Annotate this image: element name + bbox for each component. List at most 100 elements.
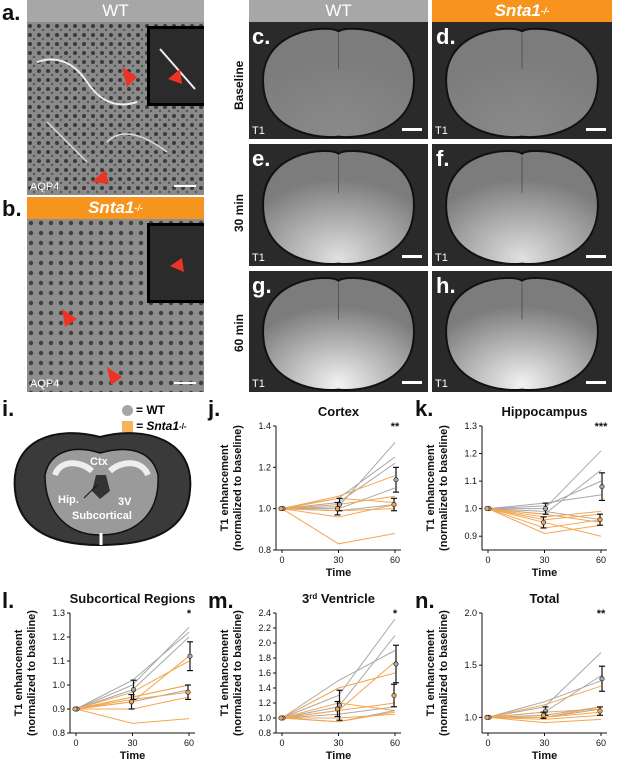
y-tick-label: 1.1: [52, 656, 65, 666]
x-axis-label: Time: [120, 750, 145, 762]
t1-label-e: T1: [252, 252, 265, 264]
chart-hippocampus: Hippocampus 0.9 1.0 1.1 1.2 1.3 0 30 60 Time T1 en…: [425, 404, 609, 579]
x-tick-label: 0: [485, 738, 490, 748]
chart-3rd-ventricle: 3rd Ventricle 0.8 1.0 1.2 1.4 1.6 1.8 2.0 2.2 2.4…: [219, 591, 401, 762]
wt-subject-line: [487, 480, 602, 510]
wt-subject-line: [75, 636, 190, 710]
snta1-subject-line: [75, 684, 190, 710]
y-tick-label: 2.0: [258, 638, 271, 648]
panel-letter-f: f.: [436, 146, 450, 171]
wt-mean-point: [393, 477, 399, 483]
panel-letter-i: i.: [2, 396, 15, 421]
significance-mark: *: [187, 608, 192, 620]
x-axis-label: Time: [326, 567, 351, 579]
snta1-subject-line: [487, 508, 602, 534]
header-snta1-right: Snta1 -/-: [432, 0, 612, 22]
legend-snta1-swatch: [122, 420, 133, 432]
snta1-mean-point: [335, 706, 341, 712]
panel-letter-c: c.: [252, 24, 271, 49]
t1-label-g: T1: [252, 378, 265, 390]
y-tick-label: 0.8: [258, 545, 271, 555]
header-wt-right: WT: [249, 0, 428, 22]
mri-scalebar-e: [402, 255, 422, 258]
panel-letter-n: n.: [415, 588, 435, 613]
wt-subject-line: [487, 508, 602, 521]
snta1-mean-point: [597, 517, 603, 523]
stain-label-wt: AQP4: [30, 181, 60, 193]
panel-letter-d: d.: [436, 24, 456, 49]
snta1-mean-point: [541, 712, 547, 718]
wt-mean-point: [393, 661, 399, 667]
panel-letter-a: a.: [2, 0, 21, 25]
panel-letter-h: h.: [436, 273, 456, 298]
panel-letter-e: e.: [252, 146, 271, 171]
x-tick-label: 60: [390, 738, 400, 748]
snta1-mean-point: [278, 715, 284, 721]
arrowhead-wt-2: [92, 170, 109, 184]
chart-total: Total 1.0 1.5 2.0 0 30 60 Time T1 enhancement (no…: [425, 591, 607, 762]
y-tick-label: 1.0: [258, 713, 271, 723]
y-tick-label: 1.1: [464, 476, 477, 486]
inset-snta1: [147, 223, 204, 303]
snta1-mean-point: [72, 706, 78, 712]
chart-title: 3rd Ventricle: [302, 591, 375, 606]
significance-mark: ***: [595, 421, 609, 433]
panel-letter-l: l.: [2, 588, 15, 613]
inset-wt: [147, 26, 204, 106]
micro-image-snta1: AQP4: [27, 219, 204, 392]
y-tick-label: 1.0: [464, 712, 477, 722]
y-tick-label: 0.9: [464, 531, 477, 541]
x-tick-label: 0: [485, 555, 490, 565]
y-tick-label: 1.4: [258, 421, 271, 431]
snta1-subject-line: [75, 708, 190, 724]
row-label-60min: 60 min: [232, 313, 246, 352]
mri-g: T1: [249, 271, 428, 392]
chart-subcortical: Subcortical Regions 0.8 0.9 1.0 1.1 1.2 1.3 0 30…: [13, 591, 195, 762]
x-tick-label: 30: [539, 555, 549, 565]
wt-mean-point: [543, 506, 549, 512]
x-axis-label: Time: [326, 750, 351, 762]
snta1-subject-line: [281, 475, 396, 510]
arrowhead-wt-1: [122, 67, 137, 87]
chart-title: Hippocampus: [502, 404, 588, 419]
x-tick-label: 0: [73, 738, 78, 748]
x-tick-label: 30: [333, 555, 343, 565]
wt-subject-line: [281, 650, 396, 719]
wt-subject-line: [488, 450, 602, 510]
wt-subject-line: [281, 706, 396, 719]
y-tick-label: 1.3: [464, 421, 477, 431]
wt-mean-point: [131, 687, 137, 693]
mri-h: T1: [432, 271, 612, 392]
snta1-subject-line: [281, 672, 396, 719]
y-tick-label: 1.8: [258, 653, 271, 663]
snta1-mean-point: [391, 693, 397, 699]
x-axis-label: Time: [532, 567, 557, 579]
snta1-subject-line: [487, 685, 602, 718]
wt-subject-line: [281, 618, 396, 719]
y-tick-label: 0.8: [258, 728, 271, 738]
x-tick-label: 30: [539, 738, 549, 748]
wt-subject-line: [75, 627, 190, 710]
panel-letter-g: g.: [252, 273, 272, 298]
significance-mark: **: [391, 421, 400, 433]
mri-scalebar-g: [402, 381, 422, 384]
y-axis-label: T1 enhancement: [13, 629, 25, 716]
wt-mean-point: [599, 484, 605, 490]
t1-label-f: T1: [435, 252, 448, 264]
mri-scalebar-c: [402, 128, 422, 131]
snta1-mean-point: [185, 689, 191, 695]
snta1-mean-point: [541, 519, 547, 525]
t1-label-d: T1: [435, 125, 448, 137]
y-tick-label: 1.4: [258, 683, 271, 693]
mri-c: T1: [249, 22, 428, 139]
snta1-subject-line: [281, 504, 396, 518]
wt-subject-line: [487, 652, 602, 718]
panel-letter-j: j.: [208, 396, 221, 421]
y-tick-label: 2.0: [464, 608, 477, 618]
x-tick-label: 60: [390, 555, 400, 565]
snta1-subject-line: [75, 660, 190, 710]
snta1-mean-point: [484, 714, 490, 720]
y-tick-label: 1.0: [52, 680, 65, 690]
x-tick-label: 60: [184, 738, 194, 748]
snta1-subject-line: [487, 714, 602, 720]
